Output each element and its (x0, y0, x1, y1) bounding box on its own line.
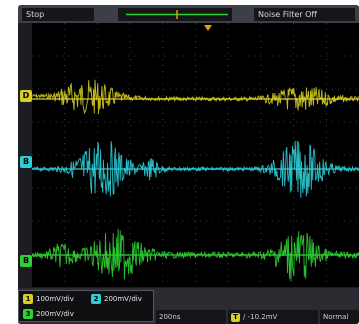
trigger-level: / -10.2mV (243, 313, 278, 321)
channel-2-badge: 2 (91, 294, 101, 304)
channel-3-marker[interactable]: B (20, 255, 32, 267)
memory-bar-icon (126, 10, 228, 19)
channel-3-scale[interactable]: 3 200mV/div (23, 308, 74, 320)
channel-3-scale-value: 200mV/div (36, 310, 74, 318)
channel-1-badge: 1 (23, 294, 33, 304)
waveform-display[interactable] (32, 23, 359, 287)
channel-2-scale-value: 200mV/div (104, 295, 142, 303)
noise-filter-status[interactable]: Noise Filter Off (254, 8, 355, 21)
channel-2-scale[interactable]: 2 200mV/div (91, 293, 142, 305)
acquisition-status[interactable]: Stop (22, 8, 94, 21)
channel-2-trace (32, 140, 359, 198)
trigger-setting[interactable]: T / -10.2mV (228, 310, 318, 324)
channel-1-marker[interactable]: D (20, 90, 32, 102)
sample-mode-setting[interactable]: Normal (320, 310, 359, 324)
channel-3-badge: 3 (23, 309, 33, 319)
trigger-badge: T (231, 312, 240, 322)
status-bar: Stop Noise Filter Off (18, 5, 359, 23)
channel-3-trace (32, 228, 359, 282)
channel-2-marker[interactable]: B (20, 156, 32, 168)
channel-1-scale[interactable]: 1 100mV/div (23, 293, 74, 305)
channel-1-scale-value: 100mV/div (36, 295, 74, 303)
timebase-setting[interactable]: 200ns (156, 310, 226, 324)
memory-overview[interactable] (118, 8, 232, 21)
trigger-position-marker[interactable] (204, 25, 212, 31)
channel-1-trace (32, 79, 359, 115)
waveform-canvas (32, 23, 359, 282)
settings-bar: 1 100mV/div 2 200mV/div 3 200mV/div 200ns T… (18, 288, 359, 324)
oscilloscope-window: Stop Noise Filter Off D B B 1 100mV/div 2… (18, 5, 359, 324)
channel-scale-panel[interactable]: 1 100mV/div 2 200mV/div 3 200mV/div (18, 290, 154, 322)
